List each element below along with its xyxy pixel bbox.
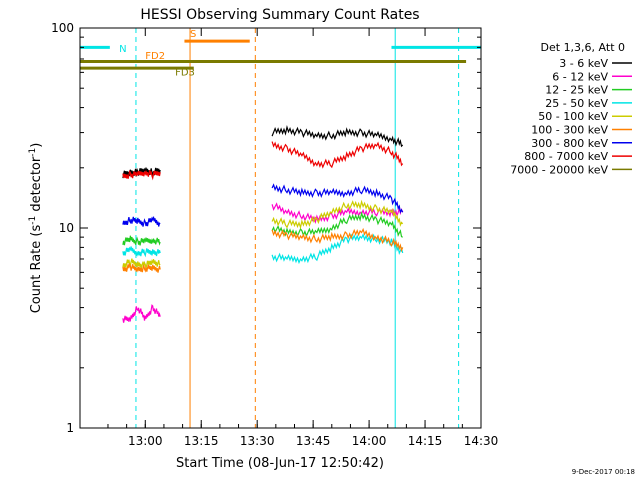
y-axis-label: Count Rate (s-1 detector-1)	[28, 143, 44, 314]
legend-header: Det 1,3,6, Att 0	[541, 41, 625, 54]
legend-label-7000-20000-kev: 7000 - 20000 keV	[510, 163, 608, 176]
y-tick-label-1: 10	[59, 221, 74, 235]
x-tick-label-1: 13:15	[184, 434, 219, 448]
series-line-3-6-kev-1	[271, 124, 404, 148]
flag-label-s: S	[190, 29, 196, 40]
series-line-50-100-kev-1	[271, 199, 404, 230]
legend-label-3-6-kev: 3 - 6 keV	[559, 57, 608, 70]
series-line-6-12-kev-0	[122, 304, 161, 323]
x-tick-label-4: 14:00	[352, 434, 387, 448]
legend-label-6-12-kev: 6 - 12 keV	[552, 70, 608, 83]
chart-title: HESSI Observing Summary Count Rates	[140, 7, 419, 23]
legend-label-25-50-kev: 25 - 50 keV	[545, 97, 608, 110]
legend-label-50-100-kev: 50 - 100 keV	[538, 110, 608, 123]
series-line-800-7000-kev-0	[122, 169, 161, 181]
series-line-12-25-kev-0	[122, 235, 161, 246]
x-tick-label-5: 14:15	[408, 434, 443, 448]
series-line-100-300-kev-1	[271, 227, 404, 253]
series-line-6-12-kev-1	[271, 202, 404, 225]
y-label-sup-2: -1	[28, 148, 38, 157]
series-line-800-7000-kev-1	[271, 141, 404, 169]
series-line-300-800-kev-1	[271, 183, 404, 214]
series-line-100-300-kev-0	[122, 262, 161, 273]
y-label-part-2: detector	[29, 156, 44, 216]
series-line-25-50-kev-1	[271, 233, 404, 265]
legend-label-300-800-kev: 300 - 800 keV	[531, 137, 608, 150]
series-line-300-800-kev-0	[122, 216, 161, 227]
x-tick-label-2: 13:30	[240, 434, 275, 448]
flag-label-n: N	[119, 44, 126, 55]
legend-label-100-300-kev: 100 - 300 keV	[531, 124, 608, 137]
y-label-sup-1: -1	[28, 216, 38, 225]
flag-label-fd3: FD3	[175, 67, 195, 78]
observing-flags: N S FD2 FD3	[80, 29, 481, 78]
x-tick-label-3: 13:45	[296, 434, 331, 448]
legend-label-800-7000-kev: 800 - 7000 keV	[524, 150, 608, 163]
generation-timestamp: 9-Dec-2017 00:18	[572, 468, 635, 476]
legend-label-12-25-kev: 12 - 25 keV	[545, 84, 608, 97]
y-tick-label-0: 1	[66, 421, 74, 435]
y-label-part-3: )	[29, 143, 44, 148]
x-tick-label-6: 14:30	[464, 434, 499, 448]
flag-label-fd2: FD2	[145, 51, 165, 62]
y-tick-label-2: 100	[51, 21, 74, 35]
series-lines	[122, 124, 404, 323]
x-tick-label-0: 13:00	[128, 434, 163, 448]
x-axis-label: Start Time (08-Jun-17 12:50:42)	[176, 456, 384, 471]
axis-ticks: 13:00 13:15 13:30 13:45 14:00 14:15 14:30 1 10 10…	[51, 21, 498, 448]
y-label-part-1: Count Rate (s	[29, 225, 44, 314]
series-line-25-50-kev-0	[122, 246, 161, 258]
